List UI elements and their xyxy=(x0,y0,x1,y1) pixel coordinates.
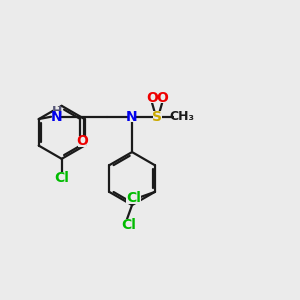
FancyBboxPatch shape xyxy=(174,112,191,122)
Text: O: O xyxy=(156,91,168,105)
Text: Cl: Cl xyxy=(126,191,141,205)
FancyBboxPatch shape xyxy=(122,220,136,231)
Text: O: O xyxy=(146,91,158,105)
FancyBboxPatch shape xyxy=(147,92,156,104)
Text: N: N xyxy=(51,110,63,124)
FancyBboxPatch shape xyxy=(126,193,141,204)
Text: Cl: Cl xyxy=(54,171,69,185)
FancyBboxPatch shape xyxy=(52,111,62,122)
FancyBboxPatch shape xyxy=(78,136,86,147)
FancyBboxPatch shape xyxy=(53,107,61,116)
FancyBboxPatch shape xyxy=(128,111,136,122)
FancyBboxPatch shape xyxy=(153,111,161,122)
Text: O: O xyxy=(76,134,88,148)
Text: Cl: Cl xyxy=(122,218,136,232)
Text: CH₃: CH₃ xyxy=(169,110,195,123)
FancyBboxPatch shape xyxy=(54,172,69,184)
Text: S: S xyxy=(152,110,162,124)
FancyBboxPatch shape xyxy=(158,92,167,104)
Text: N: N xyxy=(126,110,138,124)
Text: H: H xyxy=(52,105,62,118)
